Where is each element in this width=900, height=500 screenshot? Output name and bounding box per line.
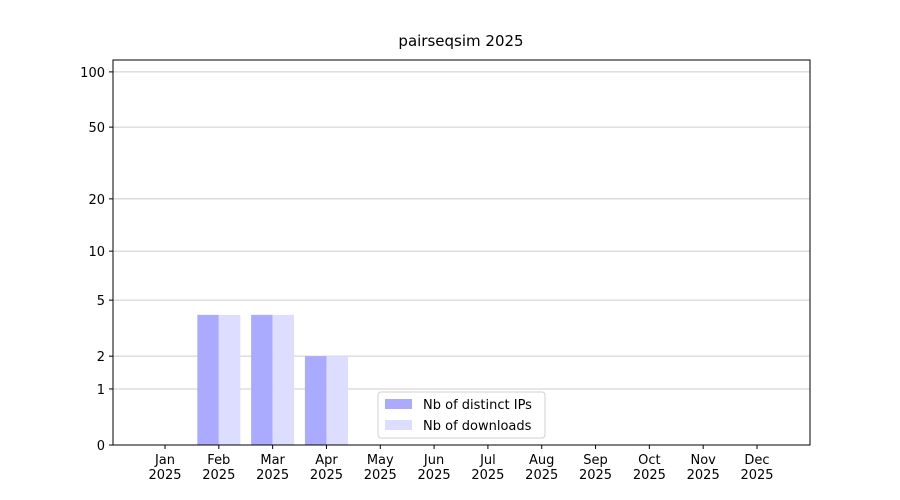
x-tick-label: Jan 2025 — [148, 453, 182, 483]
legend-swatch — [385, 399, 412, 409]
x-tick-label: Aug 2025 — [525, 453, 559, 483]
bar — [251, 314, 273, 445]
legend-frame — [377, 391, 546, 439]
x-tick-label: May 2025 — [363, 453, 397, 483]
y-tick-label: 50 — [88, 121, 105, 136]
x-tick-label: Sep 2025 — [578, 453, 613, 483]
x-tick-label: Apr 2025 — [309, 453, 343, 483]
y-tick-label: 20 — [88, 193, 105, 208]
bar — [197, 314, 219, 445]
y-tick-label: 100 — [80, 66, 105, 81]
x-tick-label: Dec 2025 — [740, 453, 774, 483]
plot-frame — [112, 59, 811, 446]
bar — [304, 356, 327, 445]
y-tick-label: 5 — [97, 294, 105, 309]
bar — [272, 314, 295, 445]
x-tick-label: Jun 2025 — [417, 453, 451, 483]
x-tick-label: Jul 2025 — [471, 453, 505, 483]
chart-title: pairseqsim 2025 — [398, 32, 523, 50]
y-tick-label: 2 — [97, 350, 105, 365]
legend-label: Nb of downloads — [423, 419, 532, 434]
y-tick-label: 10 — [88, 245, 105, 260]
legend: Nb of distinct IPs Nb of downloads — [377, 391, 546, 439]
legend-label: Nb of distinct IPs — [423, 398, 532, 413]
y-tick-label: 1 — [97, 383, 105, 398]
x-tick-label: Nov 2025 — [686, 453, 720, 483]
x-tick-label: Oct 2025 — [632, 453, 666, 483]
bar — [326, 356, 348, 445]
x-tick-label: Feb 2025 — [202, 453, 236, 483]
x-tick-label: Mar 2025 — [256, 453, 290, 483]
bar — [218, 314, 241, 445]
legend-swatch — [385, 420, 412, 430]
y-tick-label: 0 — [97, 439, 105, 454]
